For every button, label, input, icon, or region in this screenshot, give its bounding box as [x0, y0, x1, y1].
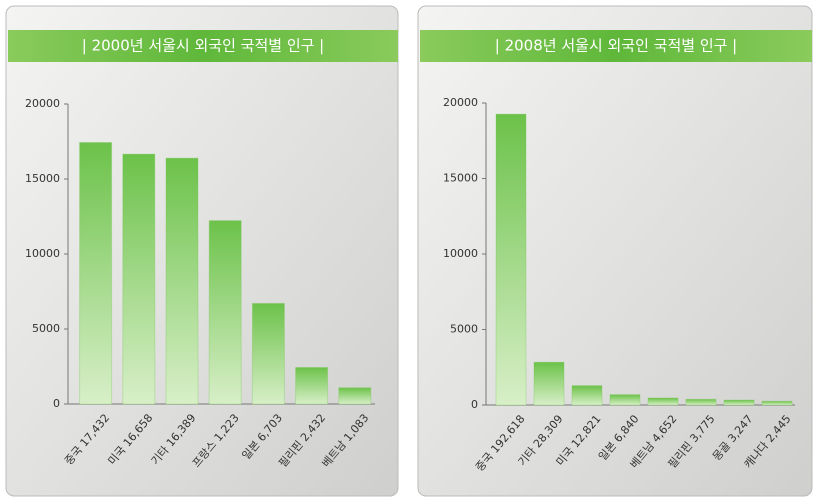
- bar: [533, 361, 565, 406]
- y-tick-label: 10000: [25, 247, 60, 260]
- y-tick-label: 20000: [443, 96, 478, 109]
- y-tick-label: 5000: [450, 323, 478, 336]
- bar: [761, 400, 793, 406]
- chart-title: | 2000년 서울시 외국인 국적별 인구 |: [82, 37, 325, 55]
- bar: [165, 157, 199, 405]
- y-tick-label: 20000: [25, 97, 60, 110]
- bar: [79, 142, 113, 405]
- chart-title: | 2008년 서울시 외국인 국적별 인구 |: [495, 37, 738, 55]
- y-tick-label: 15000: [443, 172, 478, 185]
- panel: [5, 5, 399, 497]
- bar: [571, 385, 603, 406]
- y-tick-label: 0: [471, 398, 478, 411]
- bar: [295, 367, 329, 405]
- y-tick-label: 15000: [25, 172, 60, 185]
- bar: [647, 397, 679, 406]
- bar: [723, 399, 755, 406]
- bar: [685, 398, 717, 406]
- bar: [208, 220, 242, 405]
- title-bar: [8, 30, 398, 62]
- title-bar: [420, 30, 812, 62]
- bar: [495, 113, 527, 406]
- y-tick-label: 5000: [32, 322, 60, 335]
- y-tick-label: 10000: [443, 247, 478, 260]
- bar: [251, 302, 285, 405]
- bar: [609, 394, 641, 406]
- y-tick-label: 0: [53, 397, 60, 410]
- bar: [122, 153, 156, 405]
- bar: [338, 387, 372, 405]
